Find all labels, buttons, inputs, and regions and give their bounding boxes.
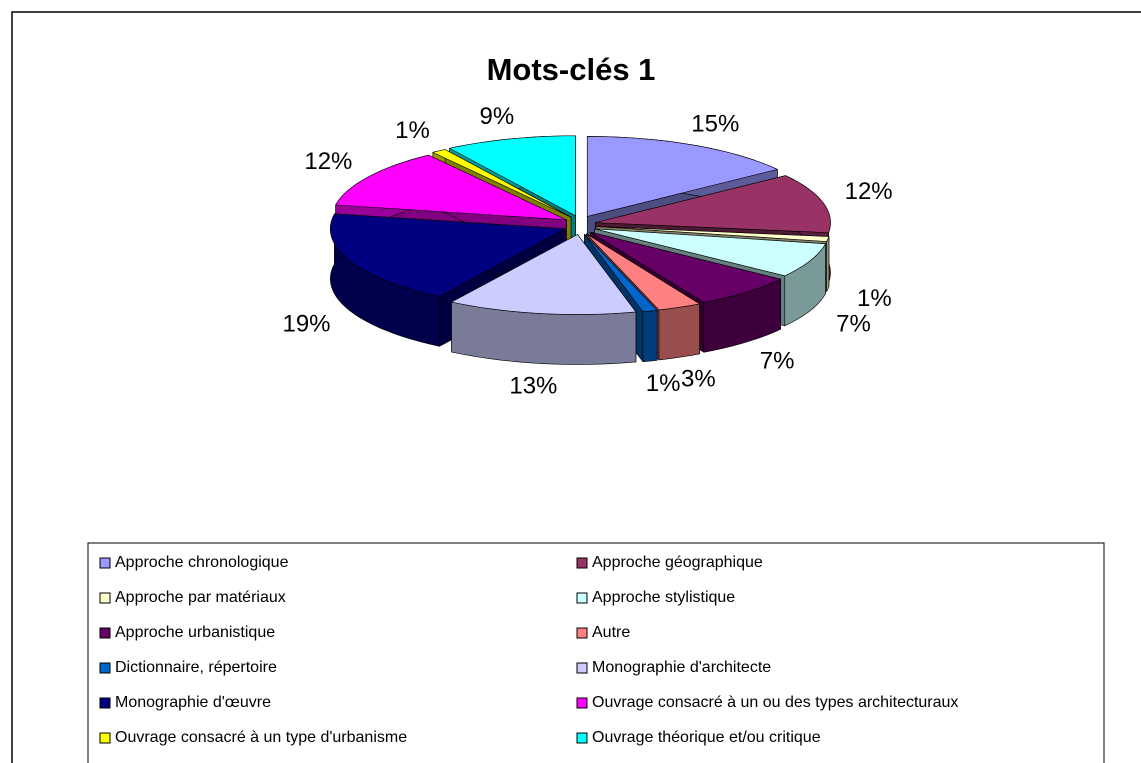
slice-wall xyxy=(826,236,830,292)
legend-label: Ouvrage consacré à un ou des types archi… xyxy=(592,694,958,711)
slice-top xyxy=(590,231,782,303)
legend-label: Approche géographique xyxy=(592,554,763,571)
data-label: 12% xyxy=(845,178,893,205)
slice-top xyxy=(330,213,566,297)
data-label: 1% xyxy=(857,285,892,312)
slice-top xyxy=(595,175,831,233)
slice-top xyxy=(595,226,830,242)
legend-swatch xyxy=(99,662,111,674)
data-label: 7% xyxy=(760,348,795,375)
legend-swatch xyxy=(576,557,588,569)
legend-label: Autre xyxy=(592,624,630,641)
legend-swatch xyxy=(576,662,588,674)
legend-label: Approche chronologique xyxy=(115,554,289,571)
data-label: 1% xyxy=(395,117,430,144)
legend-label: Approche urbanistique xyxy=(115,624,275,641)
slice-top xyxy=(449,135,576,217)
legend-label: Dictionnaire, répertoire xyxy=(115,659,277,676)
slice-top xyxy=(594,228,826,277)
legend-label: Monographie d'architecte xyxy=(592,659,771,676)
legend-swatch xyxy=(576,627,588,639)
slice xyxy=(451,234,637,365)
legend-swatch xyxy=(576,732,588,744)
data-label: 12% xyxy=(304,148,352,175)
data-label: 3% xyxy=(681,365,716,392)
legend-swatch xyxy=(576,592,588,604)
legend-label: Ouvrage consacré à un type d'urbanisme xyxy=(115,729,407,746)
slice-top xyxy=(586,233,700,311)
legend-swatch xyxy=(99,732,111,744)
slice-top xyxy=(584,233,658,313)
legend-label: Ouvrage théorique et/ou critique xyxy=(592,729,821,746)
data-label: 7% xyxy=(836,310,871,337)
legend-swatch xyxy=(99,592,111,604)
legend-swatch xyxy=(576,697,588,709)
data-label: 9% xyxy=(480,103,515,130)
slice-top xyxy=(586,136,778,217)
data-label: 19% xyxy=(282,310,330,337)
data-label: 1% xyxy=(646,370,681,397)
chart-title: Mots-clés 1 xyxy=(487,52,656,87)
legend-label: Monographie d'œuvre xyxy=(115,694,271,711)
slice-top xyxy=(451,234,637,315)
slice-wall xyxy=(642,310,658,363)
slice-wall xyxy=(658,303,700,361)
data-label: 13% xyxy=(509,373,557,400)
legend-box xyxy=(87,542,1105,763)
legend-label: Approche stylistique xyxy=(592,589,735,606)
legend-swatch xyxy=(99,697,111,709)
slice-top xyxy=(432,149,572,218)
legend-swatch xyxy=(99,557,111,569)
data-label: 15% xyxy=(691,110,739,137)
legend-swatch xyxy=(99,627,111,639)
pie xyxy=(330,135,831,365)
slice-top xyxy=(335,154,567,221)
legend-label: Approche par matériaux xyxy=(115,589,286,606)
